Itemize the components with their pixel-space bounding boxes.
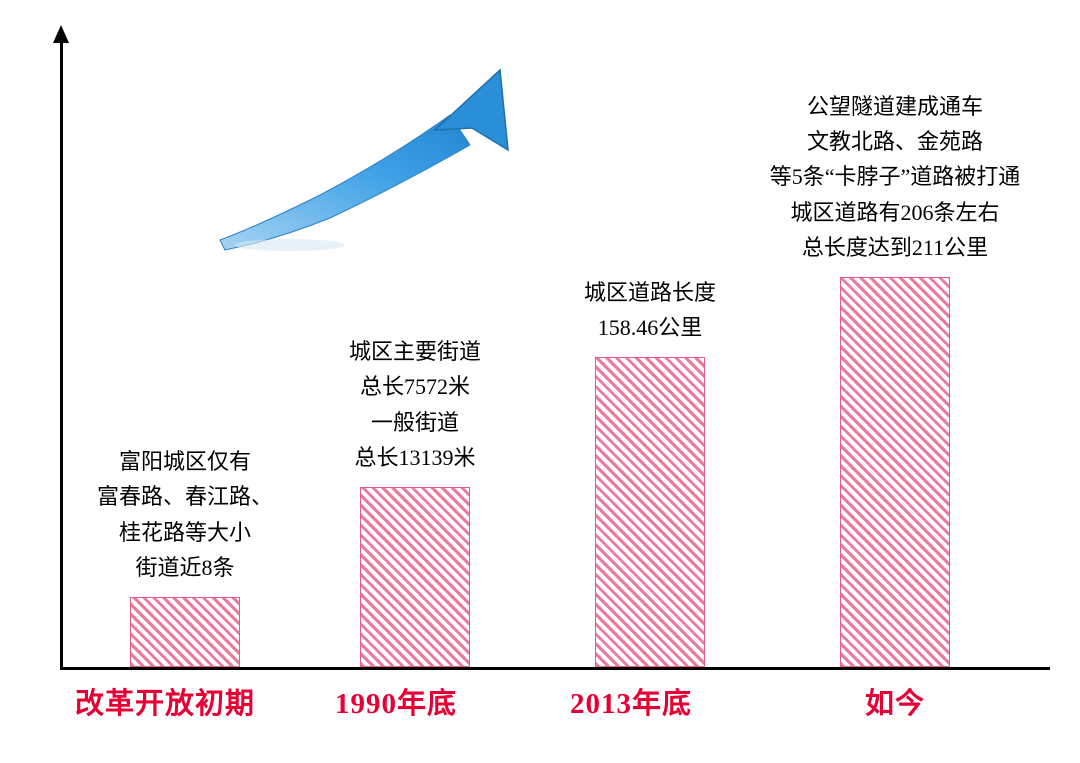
- bar-label-line: 桂花路等大小: [65, 515, 305, 550]
- bar-1: [360, 487, 470, 667]
- bar-label-line: 158.46公里: [530, 310, 770, 345]
- y-axis-arrow: [53, 25, 69, 43]
- x-label-1: 1990年底: [335, 680, 457, 722]
- bar-label-line: 城区主要街道: [295, 334, 535, 369]
- bar-label-line: 城区道路有206条左右: [742, 195, 1048, 230]
- bar-label-line: 文教北路、金苑路: [742, 124, 1048, 159]
- y-axis: [60, 30, 63, 670]
- bar-label-line: 街道近8条: [65, 550, 305, 585]
- bar-label-0: 富阳城区仅有富春路、春江路、桂花路等大小街道近8条: [65, 444, 305, 585]
- bar-label-line: 总长7572米: [295, 369, 535, 404]
- bar-label-line: 富阳城区仅有: [65, 444, 305, 479]
- bar-2: [595, 357, 705, 667]
- bar-label-line: 公望隧道建成通车: [742, 89, 1048, 124]
- bar-label-line: 等5条“卡脖子”道路被打通: [742, 159, 1048, 194]
- bar-label-line: 总长13139米: [295, 440, 535, 475]
- growth-arrow-icon: [200, 60, 540, 260]
- bar-0: [130, 597, 240, 667]
- bar-label-1: 城区主要街道总长7572米一般街道总长13139米: [295, 334, 535, 475]
- bar-label-line: 总长度达到211公里: [742, 230, 1048, 265]
- chart-area: 富阳城区仅有富春路、春江路、桂花路等大小街道近8条城区主要街道总长7572米一般…: [60, 30, 1050, 690]
- x-label-2: 2013年底: [570, 680, 692, 722]
- x-label-3: 如今: [865, 680, 925, 722]
- bar-3: [840, 277, 950, 667]
- bar-label-2: 城区道路长度158.46公里: [530, 275, 770, 345]
- bar-label-line: 一般街道: [295, 405, 535, 440]
- x-axis: [60, 667, 1050, 670]
- bar-label-line: 富春路、春江路、: [65, 479, 305, 514]
- bar-label-3: 公望隧道建成通车文教北路、金苑路等5条“卡脖子”道路被打通城区道路有206条左右…: [742, 89, 1048, 265]
- x-label-0: 改革开放初期: [75, 680, 255, 722]
- bar-label-line: 城区道路长度: [530, 275, 770, 310]
